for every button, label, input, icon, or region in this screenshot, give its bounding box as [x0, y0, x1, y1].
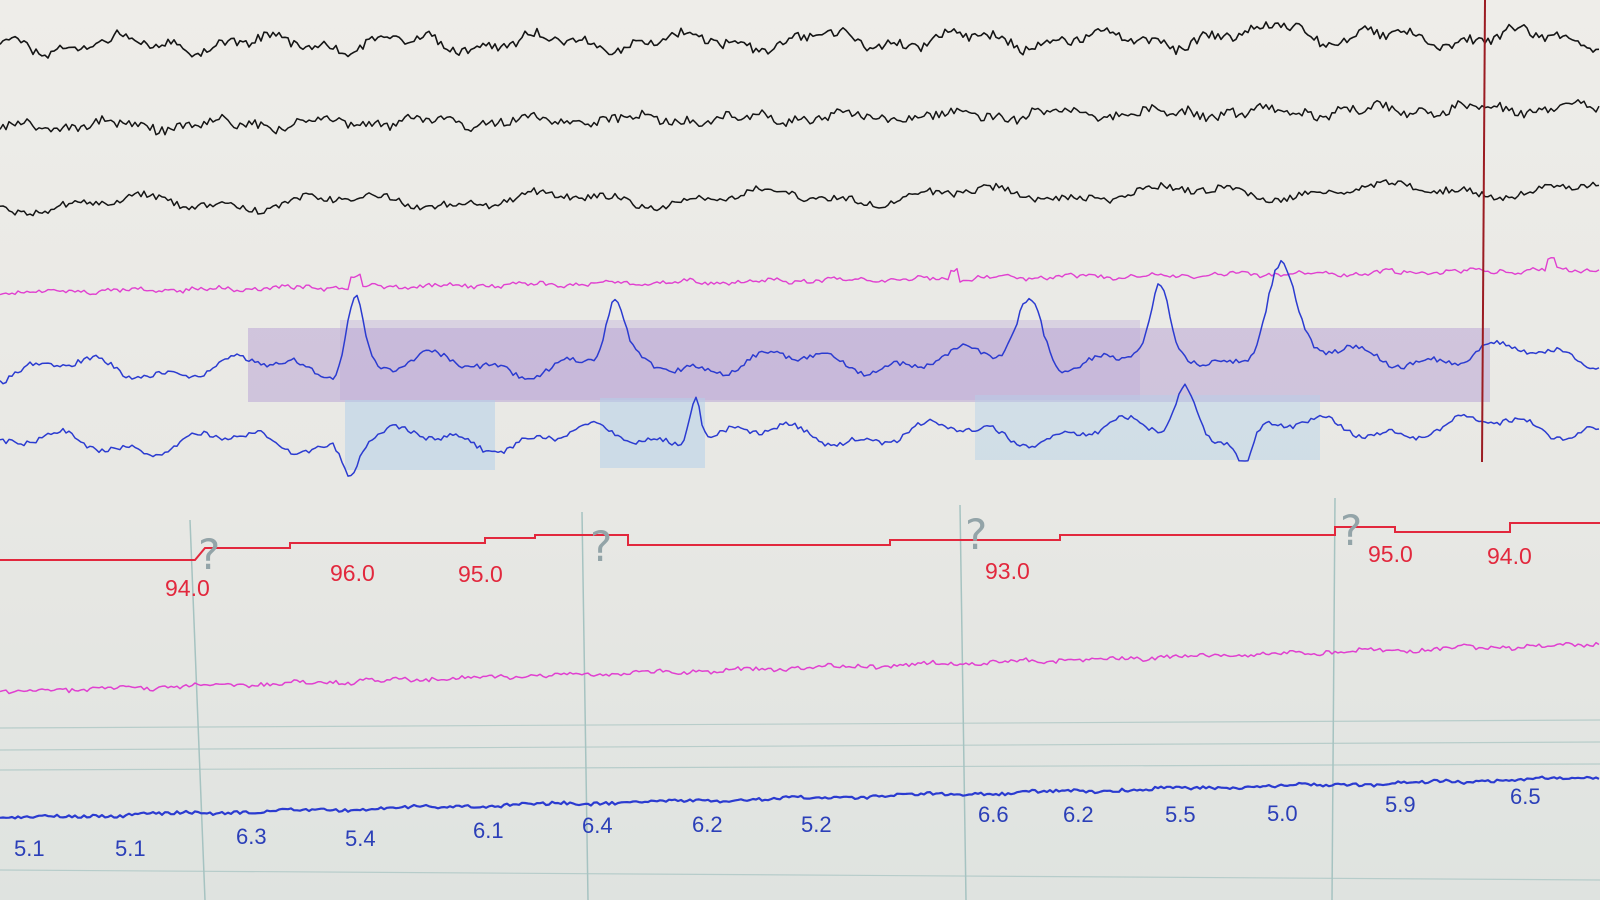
numeric-label: 5.2: [801, 812, 832, 837]
region-blue: [345, 400, 495, 470]
eeg-trace-3: [0, 179, 1600, 217]
spo2-trace: [0, 522, 1600, 561]
region-blue: [975, 395, 1320, 460]
waveform-traces: [0, 21, 1600, 820]
numeric-label: 6.6: [978, 802, 1009, 827]
guide-line: [0, 719, 1600, 729]
spo2-label: 94.0: [1487, 543, 1532, 569]
numeric-label: 6.4: [582, 813, 613, 838]
question-mark-icon[interactable]: ?: [590, 522, 613, 571]
epoch-line: [189, 519, 206, 900]
leg-emg-trace: [0, 641, 1600, 695]
time-cursor[interactable]: [1481, 0, 1486, 463]
numeric-label: 5.4: [345, 826, 376, 851]
spo2-label: 93.0: [985, 558, 1030, 584]
numeric-label: 5.5: [1165, 802, 1196, 827]
eeg-trace-2: [0, 99, 1600, 136]
question-mark-icon[interactable]: ?: [198, 530, 221, 579]
epoch-line: [581, 511, 589, 900]
numeric-label: 5.9: [1385, 792, 1416, 817]
region-purple: [248, 328, 1490, 402]
emg-trace: [0, 257, 1600, 296]
region-blue: [600, 398, 705, 468]
question-mark-icon[interactable]: ?: [1340, 506, 1363, 555]
eog-left-trace: [0, 259, 1600, 385]
numeric-label: 6.5: [1510, 784, 1541, 809]
epoch-line: [1331, 497, 1336, 900]
question-mark-icon[interactable]: ?: [965, 510, 988, 559]
eeg-trace-1: [0, 21, 1600, 59]
numeric-label: 5.0: [1267, 801, 1298, 826]
spo2-label: 95.0: [458, 561, 503, 587]
spo2-label: 96.0: [330, 560, 375, 586]
guide-line: [0, 763, 1600, 771]
eog-right-trace: [0, 383, 1600, 477]
spo2-label: 95.0: [1368, 541, 1413, 567]
grid-lines: [0, 497, 1600, 900]
guide-line: [0, 741, 1600, 751]
numeric-label: 6.2: [1063, 802, 1094, 827]
numeric-label: 6.1: [473, 818, 504, 843]
spo2-label: 94.0: [165, 575, 210, 601]
numeric-label: 5.1: [14, 836, 45, 861]
numeric-label: 5.1: [115, 836, 146, 861]
region-purple: [340, 320, 1140, 400]
numeric-label: 6.3: [236, 824, 267, 849]
epoch-line: [959, 504, 967, 900]
respiration-trace: [0, 775, 1600, 820]
guide-line: [0, 869, 1600, 881]
numeric-label: 6.2: [692, 812, 723, 837]
scored-regions: [248, 320, 1490, 470]
